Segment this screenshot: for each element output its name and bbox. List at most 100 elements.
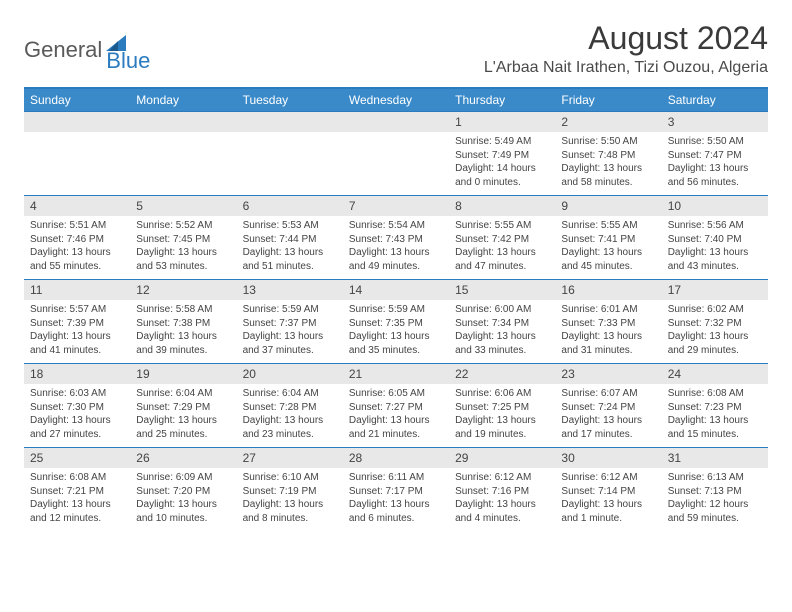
day-detail: Sunrise: 6:13 AMSunset: 7:13 PMDaylight:…: [662, 468, 768, 531]
day-cell-detail: Sunrise: 5:52 AMSunset: 7:45 PMDaylight:…: [130, 216, 236, 280]
daylight-text: Daylight: 12 hours and 59 minutes.: [668, 498, 762, 525]
sunrise-text: Sunrise: 6:10 AM: [243, 471, 337, 485]
day-cell-detail: Sunrise: 6:06 AMSunset: 7:25 PMDaylight:…: [449, 384, 555, 448]
day-cell-detail: Sunrise: 6:11 AMSunset: 7:17 PMDaylight:…: [343, 468, 449, 531]
sunset-text: Sunset: 7:24 PM: [561, 401, 655, 415]
day-number: 29: [449, 448, 555, 468]
daylight-text: Daylight: 13 hours and 33 minutes.: [455, 330, 549, 357]
sunset-text: Sunset: 7:21 PM: [30, 485, 124, 499]
sunset-text: Sunset: 7:35 PM: [349, 317, 443, 331]
sunset-text: Sunset: 7:14 PM: [561, 485, 655, 499]
day-number: 27: [237, 448, 343, 468]
day-cell-num: 3: [662, 112, 768, 133]
day-cell-detail: Sunrise: 6:01 AMSunset: 7:33 PMDaylight:…: [555, 300, 661, 364]
sunset-text: Sunset: 7:44 PM: [243, 233, 337, 247]
day-cell-num: [237, 112, 343, 133]
sunrise-text: Sunrise: 6:13 AM: [668, 471, 762, 485]
day-cell-num: 22: [449, 364, 555, 385]
day-number: 20: [237, 364, 343, 384]
day-number: 2: [555, 112, 661, 132]
day-number: 21: [343, 364, 449, 384]
day-number: 12: [130, 280, 236, 300]
day-cell-num: 13: [237, 280, 343, 301]
daylight-text: Daylight: 13 hours and 58 minutes.: [561, 162, 655, 189]
day-number: 30: [555, 448, 661, 468]
day-cell-num: 26: [130, 448, 236, 469]
day-cell-num: 9: [555, 196, 661, 217]
day-detail: Sunrise: 6:06 AMSunset: 7:25 PMDaylight:…: [449, 384, 555, 447]
sunrise-text: Sunrise: 6:08 AM: [668, 387, 762, 401]
day-cell-detail: [343, 132, 449, 196]
daylight-text: Daylight: 13 hours and 10 minutes.: [136, 498, 230, 525]
day-cell-detail: Sunrise: 5:59 AMSunset: 7:37 PMDaylight:…: [237, 300, 343, 364]
day-cell-detail: Sunrise: 6:04 AMSunset: 7:29 PMDaylight:…: [130, 384, 236, 448]
day-cell-detail: Sunrise: 5:50 AMSunset: 7:47 PMDaylight:…: [662, 132, 768, 196]
daylight-text: Daylight: 13 hours and 29 minutes.: [668, 330, 762, 357]
day-detail: [130, 132, 236, 155]
daylight-text: Daylight: 13 hours and 55 minutes.: [30, 246, 124, 273]
sunrise-text: Sunrise: 6:06 AM: [455, 387, 549, 401]
sunrise-text: Sunrise: 6:08 AM: [30, 471, 124, 485]
daylight-text: Daylight: 13 hours and 31 minutes.: [561, 330, 655, 357]
day-number: 24: [662, 364, 768, 384]
sunrise-text: Sunrise: 6:09 AM: [136, 471, 230, 485]
sunset-text: Sunset: 7:27 PM: [349, 401, 443, 415]
day-cell-detail: Sunrise: 6:08 AMSunset: 7:21 PMDaylight:…: [24, 468, 130, 531]
day-number: 5: [130, 196, 236, 216]
daylight-text: Daylight: 13 hours and 6 minutes.: [349, 498, 443, 525]
sunrise-text: Sunrise: 5:53 AM: [243, 219, 337, 233]
day-cell-detail: Sunrise: 6:03 AMSunset: 7:30 PMDaylight:…: [24, 384, 130, 448]
day-detail: Sunrise: 5:59 AMSunset: 7:35 PMDaylight:…: [343, 300, 449, 363]
day-detail: Sunrise: 6:11 AMSunset: 7:17 PMDaylight:…: [343, 468, 449, 531]
sunrise-text: Sunrise: 5:51 AM: [30, 219, 124, 233]
daylight-text: Daylight: 13 hours and 12 minutes.: [30, 498, 124, 525]
daylight-text: Daylight: 13 hours and 23 minutes.: [243, 414, 337, 441]
day-cell-num: 25: [24, 448, 130, 469]
day-detail: Sunrise: 5:55 AMSunset: 7:41 PMDaylight:…: [555, 216, 661, 279]
day-number: 25: [24, 448, 130, 468]
daylight-text: Daylight: 13 hours and 25 minutes.: [136, 414, 230, 441]
day-detail: Sunrise: 6:04 AMSunset: 7:28 PMDaylight:…: [237, 384, 343, 447]
day-number: 9: [555, 196, 661, 216]
day-header: Wednesday: [343, 88, 449, 112]
calendar-page: General Blue August 2024 L'Arbaa Nait Ir…: [0, 0, 792, 551]
day-detail: Sunrise: 6:12 AMSunset: 7:16 PMDaylight:…: [449, 468, 555, 531]
day-number: 11: [24, 280, 130, 300]
sunset-text: Sunset: 7:47 PM: [668, 149, 762, 163]
day-cell-detail: Sunrise: 5:55 AMSunset: 7:41 PMDaylight:…: [555, 216, 661, 280]
sunset-text: Sunset: 7:29 PM: [136, 401, 230, 415]
day-cell-num: 8: [449, 196, 555, 217]
day-cell-detail: Sunrise: 5:56 AMSunset: 7:40 PMDaylight:…: [662, 216, 768, 280]
sunrise-text: Sunrise: 5:57 AM: [30, 303, 124, 317]
day-cell-detail: Sunrise: 5:54 AMSunset: 7:43 PMDaylight:…: [343, 216, 449, 280]
logo: General Blue: [24, 26, 150, 74]
sunset-text: Sunset: 7:28 PM: [243, 401, 337, 415]
day-cell-detail: Sunrise: 5:57 AMSunset: 7:39 PMDaylight:…: [24, 300, 130, 364]
day-cell-num: 19: [130, 364, 236, 385]
day-cell-detail: Sunrise: 6:07 AMSunset: 7:24 PMDaylight:…: [555, 384, 661, 448]
day-cell-num: 24: [662, 364, 768, 385]
day-header: Friday: [555, 88, 661, 112]
day-cell-detail: Sunrise: 5:58 AMSunset: 7:38 PMDaylight:…: [130, 300, 236, 364]
day-cell-detail: [237, 132, 343, 196]
week-detail-row: Sunrise: 5:49 AMSunset: 7:49 PMDaylight:…: [24, 132, 768, 196]
daylight-text: Daylight: 13 hours and 4 minutes.: [455, 498, 549, 525]
sunset-text: Sunset: 7:23 PM: [668, 401, 762, 415]
day-detail: Sunrise: 5:49 AMSunset: 7:49 PMDaylight:…: [449, 132, 555, 195]
day-cell-detail: Sunrise: 5:55 AMSunset: 7:42 PMDaylight:…: [449, 216, 555, 280]
day-cell-detail: Sunrise: 5:51 AMSunset: 7:46 PMDaylight:…: [24, 216, 130, 280]
daylight-text: Daylight: 13 hours and 37 minutes.: [243, 330, 337, 357]
day-number: [237, 112, 343, 118]
day-cell-num: [130, 112, 236, 133]
day-number: 4: [24, 196, 130, 216]
day-cell-num: 27: [237, 448, 343, 469]
month-title: August 2024: [484, 20, 768, 57]
day-cell-num: 23: [555, 364, 661, 385]
day-number: 16: [555, 280, 661, 300]
day-detail: Sunrise: 5:55 AMSunset: 7:42 PMDaylight:…: [449, 216, 555, 279]
day-cell-num: 14: [343, 280, 449, 301]
sunset-text: Sunset: 7:19 PM: [243, 485, 337, 499]
day-detail: Sunrise: 5:50 AMSunset: 7:48 PMDaylight:…: [555, 132, 661, 195]
day-number: 10: [662, 196, 768, 216]
day-cell-num: 6: [237, 196, 343, 217]
